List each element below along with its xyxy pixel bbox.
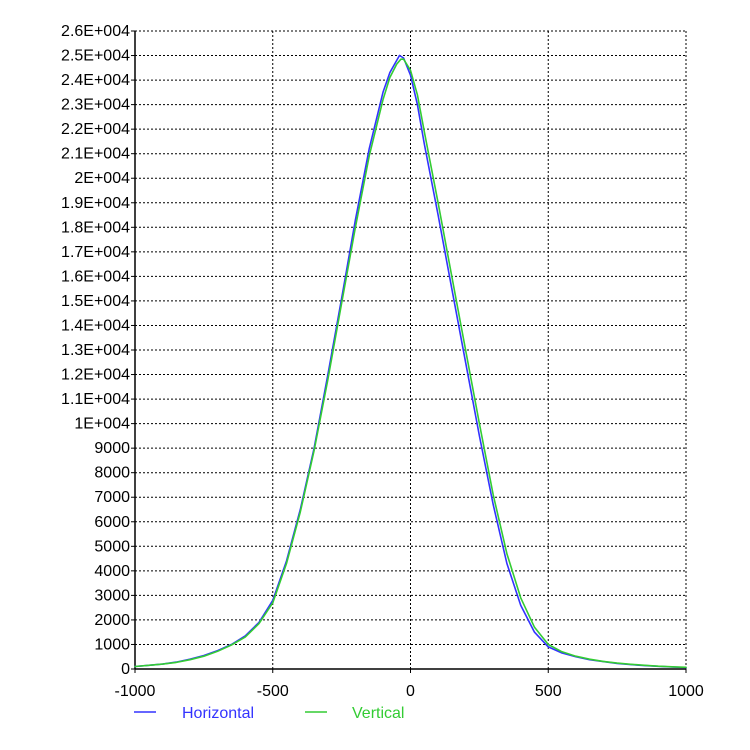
y-tick-label: 8000 — [94, 465, 130, 482]
y-tick-label: 5000 — [94, 538, 130, 555]
axes — [131, 30, 687, 673]
x-tick-labels: -1000 -500 0 500 1000 — [115, 683, 704, 700]
y-tick-label: 2.3E+004 — [61, 97, 130, 114]
y-tick-label: 1.1E+004 — [61, 391, 130, 408]
y-tick-labels: 0 1000 2000 3000 4000 5000 6000 7000 8000 9000 1E+… — [61, 23, 130, 678]
y-tick-label: 9000 — [94, 440, 130, 457]
y-tick-label: 1.4E+004 — [61, 317, 130, 334]
y-tick-label: 4000 — [94, 563, 130, 580]
y-tick-label: 1.7E+004 — [61, 244, 130, 261]
y-tick-label: 1.6E+004 — [61, 268, 130, 285]
y-tick-label: 0 — [121, 661, 130, 678]
x-tick-label: 500 — [535, 683, 562, 700]
x-tick-label: -500 — [257, 683, 289, 700]
y-tick-label: 7000 — [94, 489, 130, 506]
y-tick-label: 1.3E+004 — [61, 342, 130, 359]
y-tick-label: 2.6E+004 — [61, 23, 130, 40]
legend-label-vertical: Vertical — [352, 705, 404, 722]
y-tick-label: 2.2E+004 — [61, 121, 130, 138]
legend-label-horizontal: Horizontal — [182, 705, 254, 722]
y-tick-label: 2E+004 — [74, 170, 130, 187]
y-tick-label: 1.8E+004 — [61, 219, 130, 236]
series-lines — [134, 54, 687, 669]
y-tick-label: 2.1E+004 — [61, 146, 130, 163]
y-tick-label: 6000 — [94, 514, 130, 531]
y-tick-label: 1.5E+004 — [61, 293, 130, 310]
y-tick-label: 1E+004 — [74, 416, 130, 433]
y-tick-label: 2.4E+004 — [61, 72, 130, 89]
y-tick-label: 1000 — [94, 636, 130, 653]
y-tick-label: 1.2E+004 — [61, 367, 130, 384]
x-tick-label: -1000 — [115, 683, 156, 700]
legend: Horizontal Vertical — [134, 705, 404, 722]
x-tick-label: 0 — [406, 683, 415, 700]
x-tick-label: 1000 — [668, 683, 704, 700]
series-line-vertical — [134, 58, 687, 669]
y-tick-label: 1.9E+004 — [61, 195, 130, 212]
y-tick-label: 3000 — [94, 587, 130, 604]
grid-lines — [135, 30, 687, 669]
y-tick-label: 2000 — [94, 612, 130, 629]
y-tick-label: 2.5E+004 — [61, 48, 130, 65]
